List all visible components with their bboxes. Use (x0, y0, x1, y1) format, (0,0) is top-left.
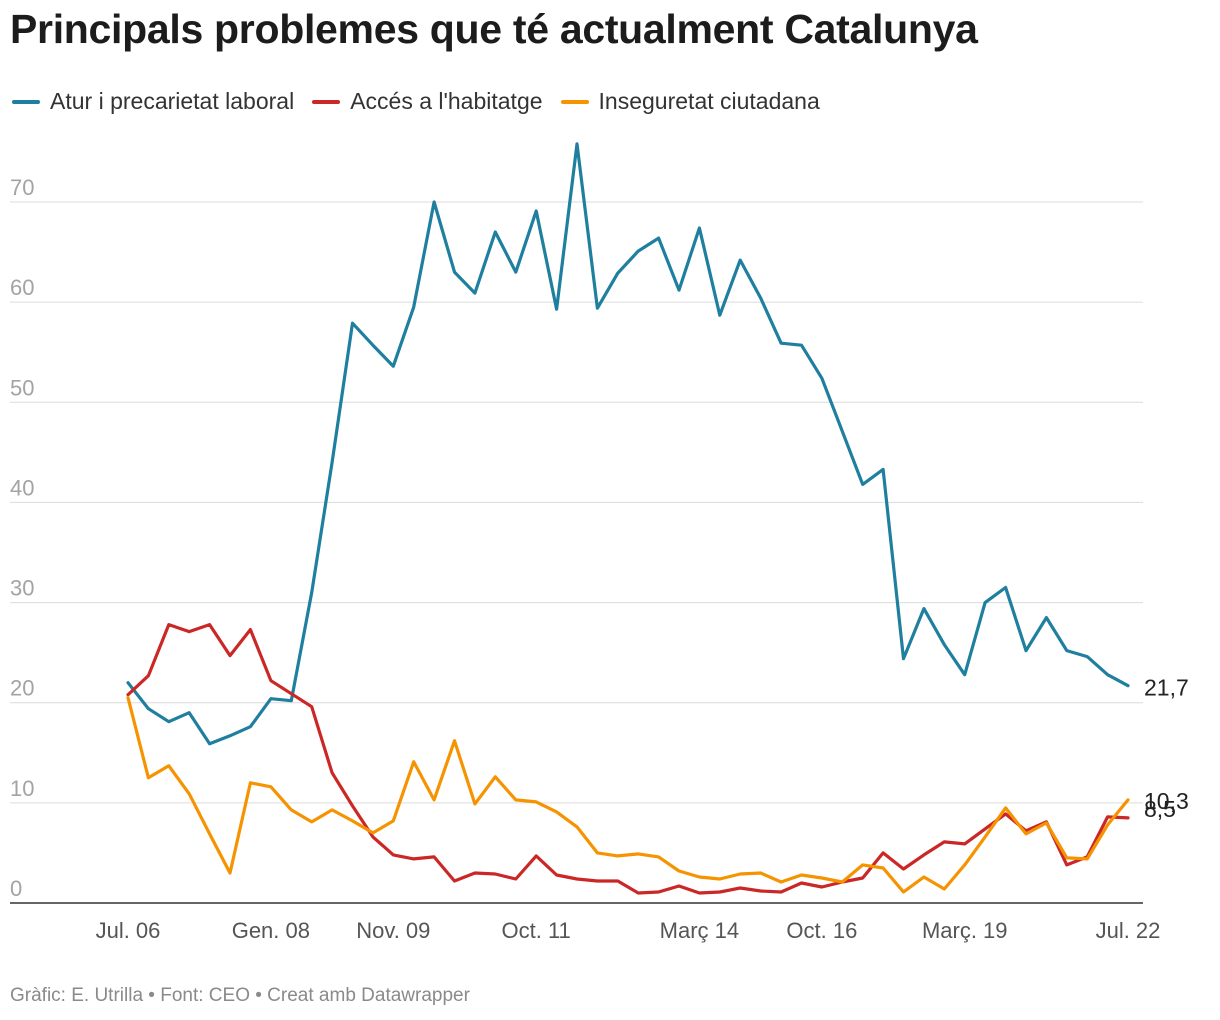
y-tick-label-50: 50 (10, 375, 34, 400)
series-line-0 (126, 142, 1130, 746)
x-tick-label: Març. 19 (922, 918, 1008, 943)
x-tick-label: Gen. 08 (232, 918, 310, 943)
y-tick-label-0: 0 (10, 876, 22, 901)
y-tick-label-30: 30 (10, 576, 34, 601)
x-tick-label: Jul. 06 (96, 918, 161, 943)
y-tick-label-60: 60 (10, 275, 34, 300)
x-tick-label: Oct. 16 (786, 918, 857, 943)
footer-credits: Gràfic: E. Utrilla • Font: CEO • Creat a… (10, 985, 470, 1006)
series-end-label-2: 10,3 (1144, 788, 1189, 814)
legend-swatch-inseguretat (560, 99, 589, 104)
legend-label-atur: Atur i precarietat laboral (50, 88, 295, 114)
legend-swatch-atur (12, 99, 40, 104)
series-line-2 (126, 696, 1130, 894)
legend-item-habitatge: Accés a l'habitatge (312, 88, 543, 115)
legend-swatch-habitatge (312, 99, 341, 104)
x-tick-label: Jul. 22 (1096, 918, 1161, 943)
y-tick-label-20: 20 (10, 676, 34, 701)
legend-item-atur: Atur i precarietat laboral (12, 88, 294, 115)
chart-title: Principals problemes que té actualment C… (10, 6, 978, 52)
y-tick-label-40: 40 (10, 475, 34, 500)
legend-label-habitatge: Accés a l'habitatge (350, 88, 543, 114)
series-end-label-1: 8,5 (1144, 796, 1176, 822)
x-tick-label: Març 14 (660, 918, 739, 943)
y-tick-label-10: 10 (10, 776, 34, 801)
y-tick-label-70: 70 (10, 175, 34, 200)
legend-item-inseguretat: Inseguretat ciutadana (560, 88, 820, 115)
legend-label-inseguretat: Inseguretat ciutadana (598, 88, 820, 114)
x-tick-label: Nov. 09 (356, 918, 430, 943)
series-line-1 (126, 622, 1130, 895)
legend: Atur i precarietat laboral Accés a l'hab… (12, 88, 820, 115)
series-end-label-0: 21,7 (1144, 675, 1189, 701)
x-tick-label: Oct. 11 (502, 918, 571, 943)
